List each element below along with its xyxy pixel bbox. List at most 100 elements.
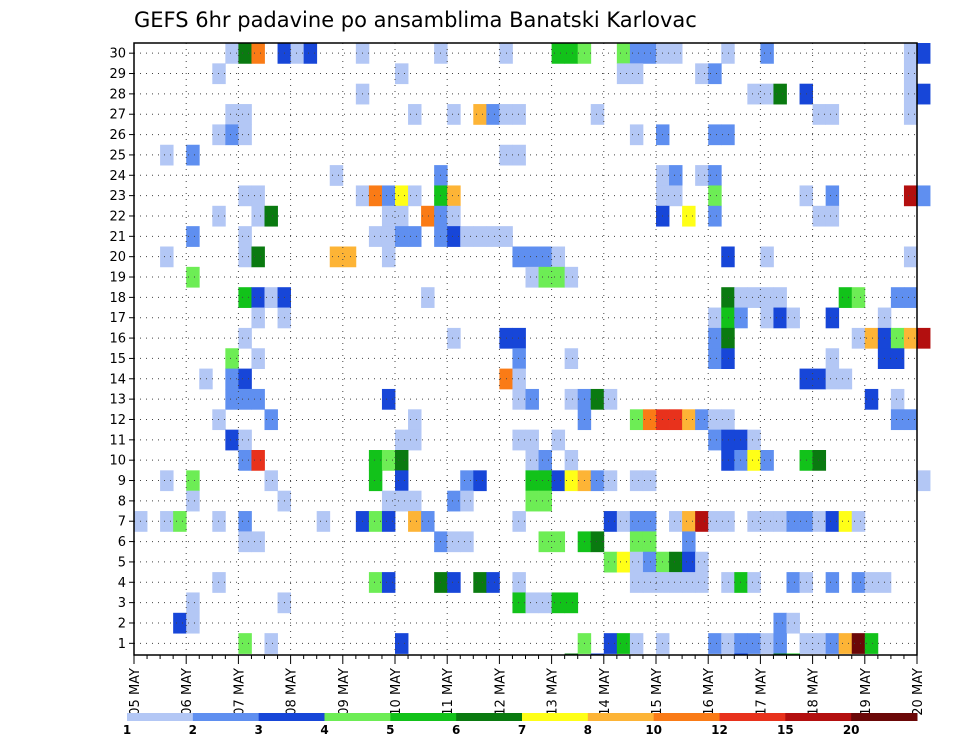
- heatmap-cell: [225, 429, 239, 451]
- heatmap-cell: [760, 307, 774, 329]
- heatmap-cell: [734, 572, 748, 593]
- heatmap-cell: [708, 429, 722, 451]
- heatmap-cell: [538, 531, 552, 553]
- heatmap-cell: [225, 124, 239, 146]
- y-tick-label: 16: [109, 332, 126, 347]
- heatmap-cell: [864, 327, 879, 349]
- legend-swatch: [390, 713, 457, 721]
- heatmap-cell: [538, 246, 552, 268]
- heatmap-cell: [760, 287, 774, 308]
- heatmap-cell: [708, 165, 722, 186]
- heatmap-cell: [629, 531, 644, 553]
- heatmap-cell: [616, 63, 631, 85]
- heatmap-cell: [669, 572, 683, 593]
- y-tick-label: 25: [109, 148, 126, 163]
- chart-title: GEFS 6hr padavine po ansamblima Banatski…: [134, 8, 697, 32]
- legend-label: 4: [320, 723, 328, 737]
- heatmap-cell: [786, 612, 800, 634]
- x-tick-label: 10 MAY: [389, 668, 404, 716]
- heatmap-cell: [629, 43, 644, 64]
- heatmap-cell: [408, 226, 422, 247]
- heatmap-cell: [917, 327, 931, 349]
- heatmap-cell: [708, 409, 722, 431]
- heatmap-cell: [603, 470, 618, 492]
- heatmap-cell: [225, 104, 239, 125]
- heatmap-cell: [682, 511, 696, 532]
- heatmap-cell: [903, 327, 918, 349]
- heatmap-cell: [564, 43, 579, 64]
- legend-label: 10: [645, 723, 662, 737]
- heatmap-cell: [773, 287, 787, 308]
- legend-label: 15: [777, 723, 794, 737]
- heatmap-cell: [525, 266, 539, 288]
- heatmap-cell: [890, 409, 905, 431]
- y-tick-label: 4: [118, 576, 126, 591]
- heatmap-cell: [460, 490, 474, 512]
- heatmap-cell: [695, 511, 709, 532]
- legend-swatch: [851, 713, 918, 721]
- legend-label: 2: [189, 723, 197, 737]
- heatmap-cell: [616, 43, 631, 64]
- heatmap-cell: [603, 388, 618, 410]
- legend-label: 1: [123, 723, 131, 737]
- heatmap-cell: [747, 511, 761, 532]
- legend-swatch: [653, 713, 720, 721]
- heatmap-cell: [551, 246, 566, 268]
- y-tick-label: 20: [109, 250, 126, 265]
- heatmap-cell: [238, 226, 252, 247]
- heatmap-cell: [903, 287, 918, 308]
- heatmap-cell: [512, 572, 526, 593]
- y-tick-label: 11: [109, 433, 126, 448]
- heatmap-cell: [603, 511, 618, 532]
- y-tick-label: 21: [109, 230, 126, 245]
- heatmap-cell: [903, 246, 918, 268]
- heatmap-cell: [381, 572, 396, 593]
- heatmap-cell: [251, 450, 265, 471]
- heatmap-cell: [851, 287, 866, 308]
- heatmap-cell: [721, 633, 735, 654]
- y-tick-label: 12: [109, 413, 126, 428]
- heatmap-cell: [721, 124, 735, 146]
- heatmap-cell: [473, 226, 487, 247]
- heatmap-cell: [251, 287, 265, 308]
- legend-label: 3: [254, 723, 262, 737]
- heatmap-cell: [238, 429, 252, 451]
- heatmap-cell: [760, 83, 774, 105]
- heatmap-cell: [603, 633, 618, 654]
- heatmap-cell: [695, 63, 709, 85]
- heatmap-cell: [708, 185, 722, 207]
- heatmap-cell: [238, 124, 252, 146]
- heatmap-cell: [903, 83, 918, 105]
- heatmap-cell: [525, 470, 539, 492]
- heatmap-cell: [486, 572, 500, 593]
- heatmap-cell: [368, 511, 383, 532]
- heatmap-cell: [342, 246, 357, 268]
- heatmap-cell: [864, 633, 879, 654]
- heatmap-cell: [629, 511, 644, 532]
- heatmap-cell: [525, 490, 539, 512]
- y-tick-label: 2: [118, 616, 126, 631]
- y-tick-label: 24: [109, 169, 126, 184]
- heatmap-cell: [525, 592, 539, 614]
- heatmap-cell: [708, 511, 722, 532]
- y-tick-label: 13: [109, 393, 126, 408]
- heatmap-cell: [629, 124, 644, 146]
- heatmap-cell: [525, 450, 539, 471]
- heatmap-cell: [695, 551, 709, 573]
- legend-swatch: [456, 713, 523, 721]
- legend-label: 7: [518, 723, 526, 737]
- heatmap-cell: [551, 531, 566, 553]
- heatmap-cell: [212, 63, 226, 85]
- heatmap-cell: [251, 307, 265, 329]
- heatmap-cell: [512, 144, 526, 166]
- heatmap-cell: [838, 511, 853, 532]
- heatmap-cell: [708, 205, 722, 227]
- heatmap-cell: [525, 246, 539, 268]
- x-tick-label: 15 MAY: [650, 668, 665, 716]
- heatmap-cell: [408, 511, 422, 532]
- legend-label: 6: [452, 723, 460, 737]
- heatmap-cell: [251, 348, 265, 369]
- heatmap-cell: [421, 287, 435, 308]
- heatmap-cell: [721, 450, 735, 471]
- heatmap-cell: [760, 43, 774, 64]
